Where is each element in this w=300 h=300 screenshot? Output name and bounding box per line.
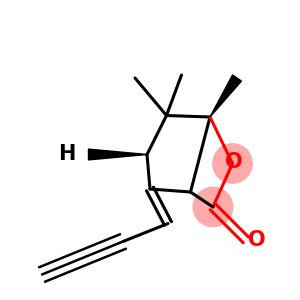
Text: O: O bbox=[225, 152, 243, 172]
Polygon shape bbox=[210, 75, 242, 117]
Text: H: H bbox=[58, 145, 75, 164]
Polygon shape bbox=[88, 149, 147, 160]
Text: O: O bbox=[248, 230, 265, 250]
Circle shape bbox=[193, 187, 233, 227]
Circle shape bbox=[212, 143, 253, 184]
